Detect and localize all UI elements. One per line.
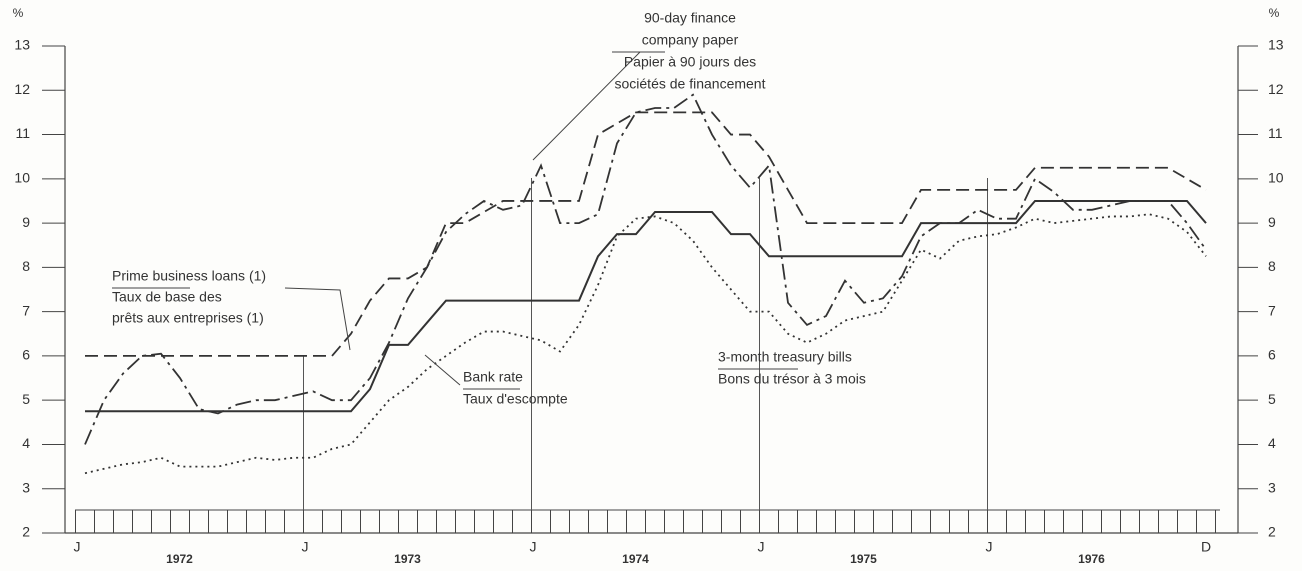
series-label: 90-day finance (644, 10, 736, 26)
series-label: Taux d'escompte (463, 391, 568, 407)
y-tick-label: 6 (22, 347, 30, 363)
y2-tick-label: 4 (1268, 435, 1276, 451)
y2-tick-label: 8 (1268, 258, 1276, 274)
series-line (85, 111, 1207, 357)
series-line (85, 199, 1207, 413)
year-label: 1974 (622, 552, 649, 566)
annotation-leader (112, 287, 351, 351)
x-tick-label: J (986, 539, 993, 555)
series-label: Papier à 90 jours des (624, 54, 756, 70)
y2-tick-label: 3 (1268, 479, 1276, 495)
year-label: 1972 (166, 552, 193, 566)
year-label: 1975 (850, 552, 877, 566)
annotation-leader (532, 51, 665, 161)
annotation-leader (424, 354, 520, 390)
y-tick-label: 4 (22, 435, 30, 451)
series-label: Bons du trésor à 3 mois (718, 371, 866, 387)
y-tick-label: 8 (22, 258, 30, 274)
series-label: sociétés de financement (615, 76, 766, 92)
y-tick-label: 2 (22, 524, 30, 540)
x-tick-label: J (302, 539, 309, 555)
x-tick-label: J (530, 539, 537, 555)
series-label: prêts aux entreprises (1) (112, 310, 264, 326)
y-tick-label: 13 (14, 37, 30, 53)
y-tick-label: 12 (14, 81, 30, 97)
y2-tick-label: 9 (1268, 214, 1276, 230)
series-label: Bank rate (463, 369, 523, 385)
y2-tick-label: 11 (1268, 125, 1283, 141)
series-line (84, 93, 1207, 445)
y-tick-label: 5 (22, 391, 30, 407)
series-label: Taux de base des (112, 289, 222, 305)
series-label: Prime business loans (1) (112, 268, 266, 284)
y-tick-label: 10 (14, 170, 30, 186)
x-tick-label: J (74, 539, 81, 555)
y2-tick-label: 10 (1268, 170, 1284, 186)
y2-tick-label: 7 (1268, 302, 1276, 318)
series-line (84, 213, 1207, 475)
y-axis-label: % (13, 6, 24, 20)
y2-axis-label: % (1269, 6, 1280, 20)
year-label: 1976 (1078, 552, 1105, 566)
x-tick-label: D (1201, 539, 1211, 555)
y-tick-label: 11 (15, 125, 30, 141)
series-label: 3-month treasury bills (718, 349, 852, 365)
y-tick-label: 7 (22, 302, 30, 318)
x-tick-label: J (758, 539, 765, 555)
y2-tick-label: 6 (1268, 347, 1276, 363)
y2-tick-label: 12 (1268, 81, 1284, 97)
series-label: company paper (642, 32, 739, 48)
y2-tick-label: 2 (1268, 524, 1276, 540)
y2-tick-label: 5 (1268, 391, 1276, 407)
y-tick-label: 9 (22, 214, 30, 230)
y2-tick-label: 13 (1268, 37, 1284, 53)
year-label: 1973 (394, 552, 421, 566)
y-tick-label: 3 (22, 479, 30, 495)
